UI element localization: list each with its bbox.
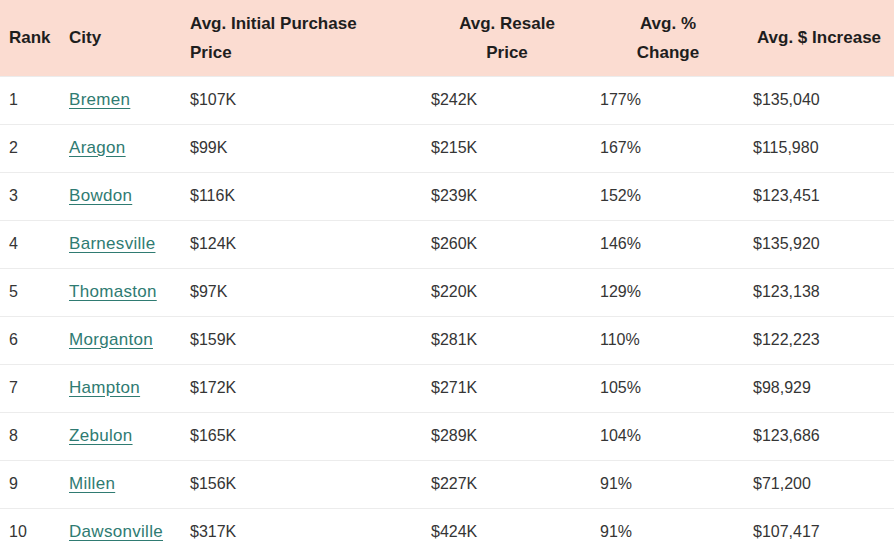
- pct-change-cell: 152%: [592, 172, 744, 220]
- header-rank: Rank: [0, 0, 60, 76]
- resale-price-cell: $220K: [422, 268, 592, 316]
- initial-price-cell: $165K: [181, 412, 422, 460]
- pct-change-cell: 110%: [592, 316, 744, 364]
- table-row: 7 Hampton $172K$271K105%$98,929: [0, 364, 894, 412]
- resale-price-cell: $260K: [422, 220, 592, 268]
- city-link[interactable]: Zebulon: [69, 426, 133, 445]
- initial-price-cell: $99K: [181, 124, 422, 172]
- resale-price-cell: $281K: [422, 316, 592, 364]
- city-link[interactable]: Barnesville: [69, 234, 155, 253]
- table-row: 6 Morganton $159K$281K110%$122,223: [0, 316, 894, 364]
- city-cell: Barnesville: [60, 220, 181, 268]
- city-cell: Millen: [60, 460, 181, 508]
- header-resale-price: Avg. Resale Price: [422, 0, 592, 76]
- initial-price-cell: $159K: [181, 316, 422, 364]
- initial-price-cell: $107K: [181, 76, 422, 124]
- dollar-increase-cell: $123,138: [744, 268, 894, 316]
- header-city: City: [60, 0, 181, 76]
- pct-change-cell: 105%: [592, 364, 744, 412]
- table-body: 1 Bremen $107K$242K177%$135,040 2 Aragon $99K…: [0, 76, 894, 546]
- table-row: 5 Thomaston $97K$220K129%$123,138: [0, 268, 894, 316]
- header-initial-purchase-price: Avg. Initial Purchase Price: [181, 0, 422, 76]
- city-cell: Bowdon: [60, 172, 181, 220]
- rank-cell: 1: [0, 76, 60, 124]
- city-cell: Thomaston: [60, 268, 181, 316]
- city-cell: Morganton: [60, 316, 181, 364]
- resale-price-cell: $227K: [422, 460, 592, 508]
- pct-change-cell: 146%: [592, 220, 744, 268]
- table-row: 10 Dawsonville $317K$424K91%$107,417: [0, 508, 894, 546]
- dollar-increase-cell: $71,200: [744, 460, 894, 508]
- pct-change-cell: 167%: [592, 124, 744, 172]
- city-cell: Aragon: [60, 124, 181, 172]
- rank-cell: 5: [0, 268, 60, 316]
- initial-price-cell: $156K: [181, 460, 422, 508]
- rank-cell: 4: [0, 220, 60, 268]
- dollar-increase-cell: $107,417: [744, 508, 894, 546]
- city-cell: Dawsonville: [60, 508, 181, 546]
- table-row: 4 Barnesville $124K$260K146%$135,920: [0, 220, 894, 268]
- initial-price-cell: $317K: [181, 508, 422, 546]
- city-link[interactable]: Dawsonville: [69, 522, 163, 541]
- table-row: 9 Millen $156K$227K91%$71,200: [0, 460, 894, 508]
- rank-cell: 10: [0, 508, 60, 546]
- header-row: Rank City Avg. Initial Purchase Price Av…: [0, 0, 894, 76]
- rank-cell: 2: [0, 124, 60, 172]
- city-link[interactable]: Thomaston: [69, 282, 157, 301]
- dollar-increase-cell: $135,040: [744, 76, 894, 124]
- city-cell: Bremen: [60, 76, 181, 124]
- pct-change-cell: 91%: [592, 508, 744, 546]
- initial-price-cell: $172K: [181, 364, 422, 412]
- dollar-increase-cell: $123,686: [744, 412, 894, 460]
- pct-change-cell: 177%: [592, 76, 744, 124]
- city-link[interactable]: Millen: [69, 474, 115, 493]
- header-pct-change: Avg. % Change: [592, 0, 744, 76]
- rank-cell: 7: [0, 364, 60, 412]
- dollar-increase-cell: $123,451: [744, 172, 894, 220]
- table-row: 2 Aragon $99K$215K167%$115,980: [0, 124, 894, 172]
- city-link[interactable]: Bremen: [69, 90, 130, 109]
- dollar-increase-cell: $115,980: [744, 124, 894, 172]
- header-dollar-increase: Avg. $ Increase: [744, 0, 894, 76]
- city-link[interactable]: Aragon: [69, 138, 126, 157]
- table-row: 1 Bremen $107K$242K177%$135,040: [0, 76, 894, 124]
- table-row: 8 Zebulon $165K$289K104%$123,686: [0, 412, 894, 460]
- dollar-increase-cell: $135,920: [744, 220, 894, 268]
- pct-change-cell: 104%: [592, 412, 744, 460]
- resale-price-cell: $271K: [422, 364, 592, 412]
- dollar-increase-cell: $122,223: [744, 316, 894, 364]
- table-row: 3 Bowdon $116K$239K152%$123,451: [0, 172, 894, 220]
- initial-price-cell: $116K: [181, 172, 422, 220]
- city-link[interactable]: Hampton: [69, 378, 140, 397]
- resale-price-cell: $424K: [422, 508, 592, 546]
- city-price-table: Rank City Avg. Initial Purchase Price Av…: [0, 0, 894, 546]
- rank-cell: 6: [0, 316, 60, 364]
- initial-price-cell: $97K: [181, 268, 422, 316]
- rank-cell: 8: [0, 412, 60, 460]
- initial-price-cell: $124K: [181, 220, 422, 268]
- resale-price-cell: $242K: [422, 76, 592, 124]
- rank-cell: 9: [0, 460, 60, 508]
- rank-cell: 3: [0, 172, 60, 220]
- resale-price-cell: $215K: [422, 124, 592, 172]
- resale-price-cell: $239K: [422, 172, 592, 220]
- city-cell: Zebulon: [60, 412, 181, 460]
- city-link[interactable]: Morganton: [69, 330, 153, 349]
- resale-price-cell: $289K: [422, 412, 592, 460]
- pct-change-cell: 129%: [592, 268, 744, 316]
- dollar-increase-cell: $98,929: [744, 364, 894, 412]
- city-cell: Hampton: [60, 364, 181, 412]
- city-link[interactable]: Bowdon: [69, 186, 132, 205]
- pct-change-cell: 91%: [592, 460, 744, 508]
- table-header: Rank City Avg. Initial Purchase Price Av…: [0, 0, 894, 76]
